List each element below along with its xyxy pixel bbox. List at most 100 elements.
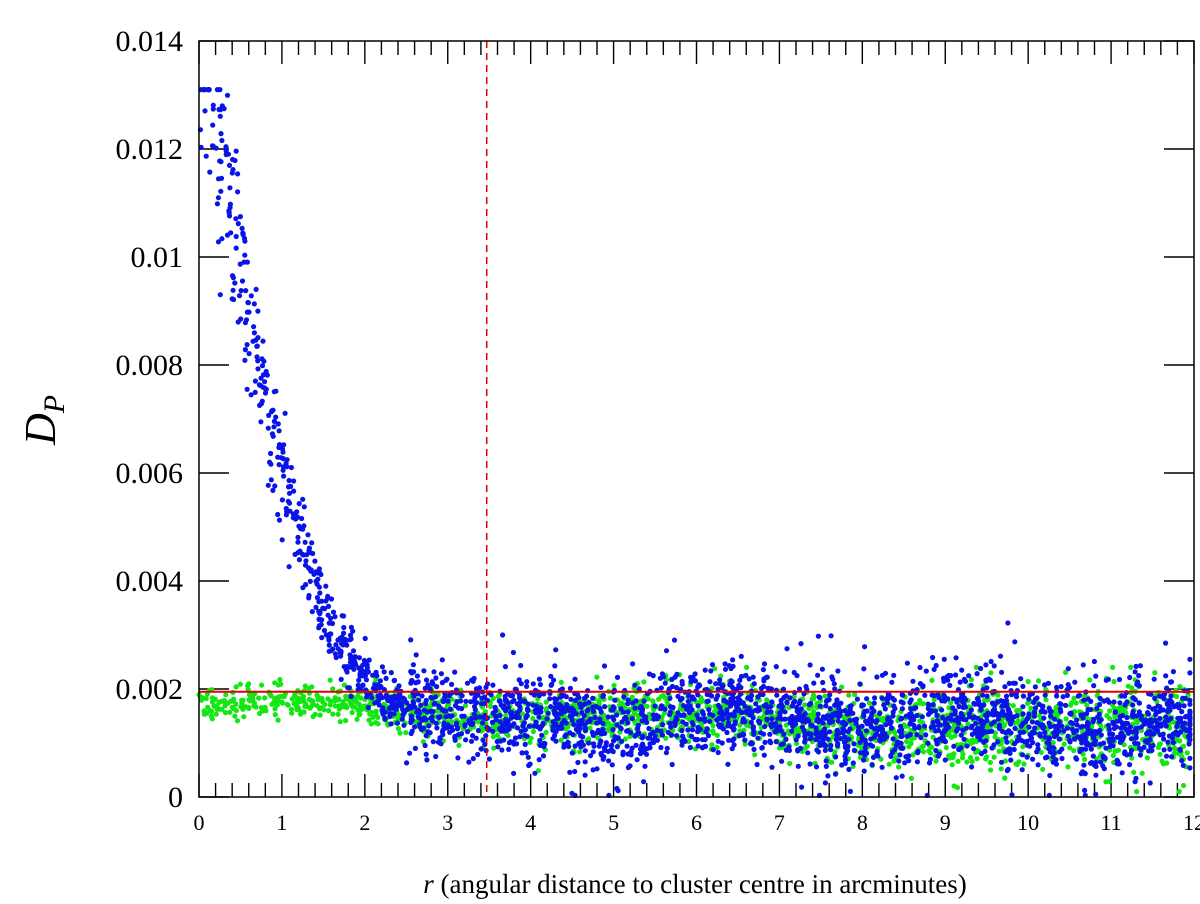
blue-data-point [379, 664, 385, 670]
blue-data-point [286, 477, 292, 484]
green-data-point [494, 732, 501, 738]
blue-data-point [872, 695, 878, 701]
blue-data-point [1016, 734, 1022, 740]
blue-data-point [692, 678, 699, 684]
blue-data-point [325, 603, 332, 610]
blue-data-point [614, 722, 620, 728]
blue-data-point [879, 695, 885, 701]
blue-data-point [801, 713, 807, 719]
blue-data-point [1156, 722, 1162, 728]
blue-data-point [526, 723, 532, 729]
blue-data-point [739, 710, 745, 716]
blue-data-point [237, 214, 243, 220]
blue-data-point [1152, 695, 1158, 702]
blue-data-point [857, 681, 863, 687]
blue-data-point [992, 702, 998, 708]
blue-data-point [577, 718, 583, 724]
blue-data-point [811, 680, 817, 686]
blue-data-point [853, 720, 859, 727]
blue-data-point [421, 668, 427, 674]
blue-data-point [1136, 673, 1142, 679]
blue-data-point [1187, 765, 1193, 771]
green-data-point [1171, 719, 1177, 725]
blue-data-point [1117, 714, 1123, 720]
blue-data-point [1044, 754, 1050, 760]
blue-data-point [1090, 753, 1096, 759]
blue-data-point [689, 727, 696, 733]
blue-data-point [454, 699, 460, 705]
blue-data-point [423, 717, 429, 723]
blue-data-point [1138, 716, 1144, 722]
blue-data-point [1093, 730, 1099, 736]
blue-data-point [1030, 739, 1036, 746]
blue-data-point [478, 701, 485, 707]
blue-data-point [594, 766, 600, 772]
green-data-point [983, 756, 989, 762]
blue-data-point [430, 708, 436, 715]
blue-data-point [369, 695, 375, 701]
green-data-point [1176, 789, 1182, 795]
blue-data-point [251, 330, 257, 336]
blue-data-point [512, 735, 519, 741]
blue-data-point [271, 389, 277, 395]
blue-data-point [768, 704, 774, 710]
blue-data-point [551, 696, 558, 702]
blue-data-point [412, 745, 418, 752]
green-data-point [289, 696, 295, 702]
blue-data-point [891, 697, 898, 703]
blue-data-point [333, 642, 339, 648]
blue-data-point [590, 767, 596, 773]
blue-data-point [600, 756, 606, 762]
blue-data-point [636, 686, 642, 692]
blue-data-point [832, 686, 838, 692]
blue-data-point [1048, 713, 1054, 719]
blue-data-point [1095, 714, 1101, 720]
blue-data-point [210, 106, 216, 112]
blue-data-point [416, 697, 422, 703]
green-data-point [1035, 678, 1042, 684]
blue-data-point [841, 739, 848, 745]
green-data-point [491, 745, 497, 751]
green-data-point [279, 699, 285, 705]
blue-data-point [1179, 709, 1185, 715]
blue-data-point [254, 343, 260, 349]
blue-data-point [431, 669, 437, 675]
green-data-point [631, 709, 638, 716]
green-data-point [375, 721, 381, 727]
blue-data-point [313, 604, 319, 611]
blue-data-point [536, 676, 543, 682]
blue-data-point [917, 681, 924, 687]
green-data-point [852, 691, 858, 698]
blue-data-point [1124, 714, 1130, 721]
blue-data-point [430, 681, 436, 687]
blue-data-point [466, 759, 472, 765]
green-data-point [1144, 755, 1150, 761]
blue-data-point [835, 668, 841, 674]
blue-data-point [288, 483, 294, 489]
blue-data-point [614, 712, 620, 718]
blue-data-point [276, 517, 283, 523]
blue-data-point [999, 703, 1005, 709]
green-data-point [1084, 702, 1090, 709]
blue-data-point [393, 701, 399, 708]
blue-data-point [416, 707, 422, 713]
blue-data-point [553, 705, 559, 711]
blue-data-point [1034, 695, 1040, 701]
blue-data-point [540, 720, 546, 726]
green-data-point [1087, 677, 1093, 683]
blue-data-point [548, 682, 554, 688]
blue-data-point [1119, 735, 1125, 741]
x-tick-label: 5 [608, 810, 619, 835]
blue-data-point [861, 666, 867, 672]
blue-data-point [230, 287, 236, 293]
blue-data-point [691, 696, 697, 702]
blue-data-point [391, 711, 397, 717]
green-data-point [783, 722, 789, 728]
green-data-point [1061, 741, 1067, 747]
blue-data-point [271, 418, 277, 424]
blue-data-point [725, 761, 731, 767]
blue-data-point [503, 716, 509, 723]
blue-data-point [490, 682, 496, 688]
blue-data-point [455, 755, 461, 761]
blue-data-point [760, 731, 767, 737]
